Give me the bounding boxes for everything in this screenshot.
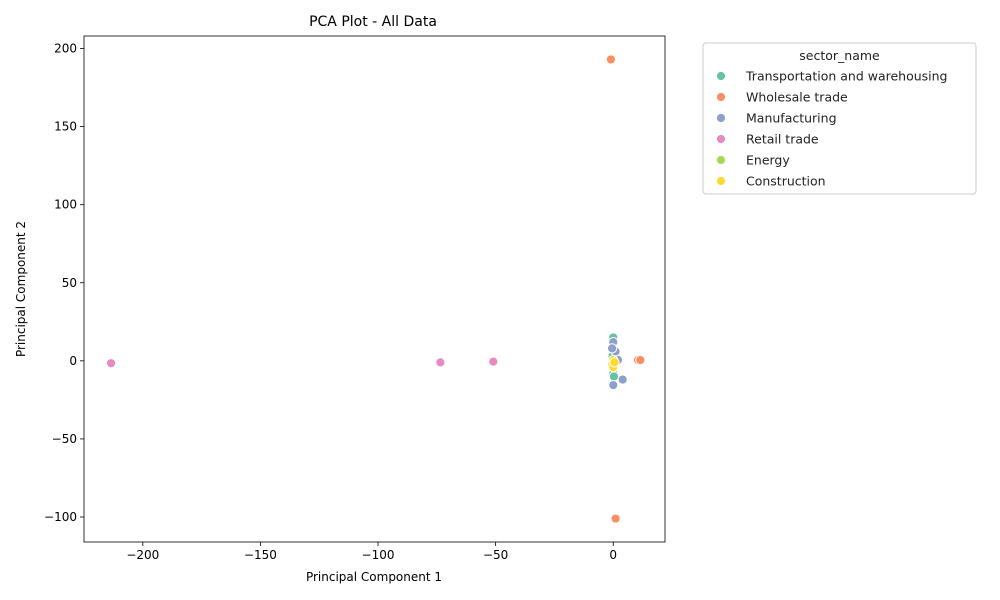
x-axis-label: Principal Component 1 xyxy=(306,570,442,584)
y-axis-ticks: −100 −50 0 50 100 150 200 xyxy=(44,41,84,524)
x-tick-label: −50 xyxy=(483,548,508,562)
y-tick-label: 150 xyxy=(54,120,77,134)
legend-label: Retail trade xyxy=(746,132,819,147)
y-tick-label: 0 xyxy=(69,354,77,368)
legend-label: Construction xyxy=(746,174,826,189)
x-tick-label: 0 xyxy=(609,548,617,562)
data-point xyxy=(635,354,646,366)
y-tick-label: −100 xyxy=(44,510,77,524)
legend-marker xyxy=(715,133,727,145)
x-axis-ticks: −200 −150 −100 −50 0 xyxy=(126,542,617,562)
legend-label: Wholesale trade xyxy=(746,90,848,105)
legend-items: Transportation and warehousing Wholesale … xyxy=(715,69,948,189)
y-tick-label: −50 xyxy=(52,432,77,446)
y-tick-label: 50 xyxy=(62,276,77,290)
data-point xyxy=(617,374,628,385)
legend-box xyxy=(702,42,977,195)
data-point xyxy=(488,356,499,367)
x-tick-label: −200 xyxy=(126,548,159,562)
legend-marker xyxy=(715,175,727,187)
legend-marker xyxy=(715,112,727,124)
legend-title: sector_name xyxy=(799,48,880,63)
data-point xyxy=(608,379,619,391)
data-point xyxy=(609,357,620,368)
data-point xyxy=(435,357,446,368)
y-tick-label: 100 xyxy=(54,198,77,212)
data-point xyxy=(610,513,621,524)
data-points xyxy=(105,54,646,524)
legend-label: Transportation and warehousing xyxy=(745,69,948,84)
data-point xyxy=(606,343,618,354)
chart-title: PCA Plot - All Data xyxy=(309,14,437,30)
x-tick-label: −100 xyxy=(362,548,395,562)
legend-label: Energy xyxy=(746,153,790,168)
legend-marker xyxy=(715,70,727,82)
x-tick-label: −150 xyxy=(244,548,277,562)
y-tick-label: 200 xyxy=(54,41,77,55)
y-axis-label: Principal Component 2 xyxy=(14,221,28,357)
legend-label: Manufacturing xyxy=(746,111,837,126)
legend: sector_name Transportation and warehousi… xyxy=(702,42,977,195)
data-point xyxy=(105,358,117,369)
data-point xyxy=(605,54,616,65)
data-point xyxy=(608,371,620,382)
legend-marker xyxy=(715,91,727,103)
plot-area xyxy=(83,35,666,543)
legend-marker xyxy=(715,154,727,166)
